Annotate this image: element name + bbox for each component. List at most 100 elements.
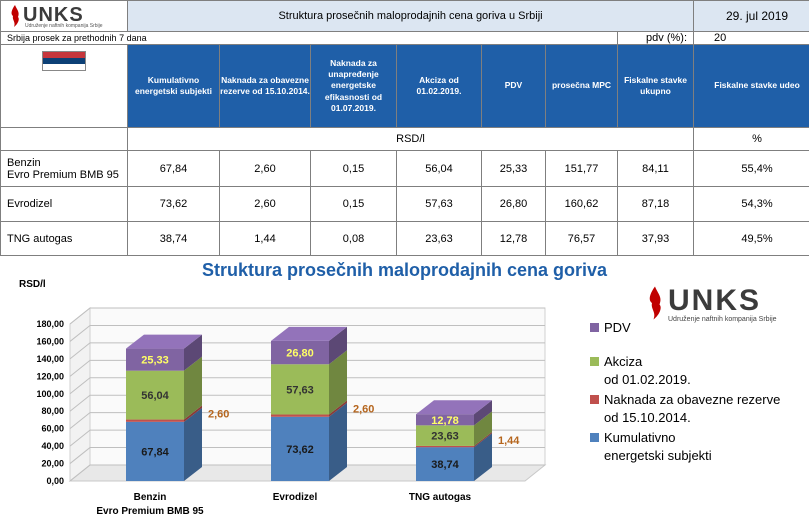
row-name: Benzin [7, 156, 41, 169]
cell: 23,63 [396, 221, 482, 256]
price-table: UNKS Udruženje naftnih kompanija Srbije … [0, 0, 809, 256]
cell: 54,3% [693, 186, 809, 222]
x-tick-label: Benzin [134, 492, 167, 503]
report-date: 29. jul 2019 [693, 0, 809, 32]
bar-segment [126, 421, 184, 481]
gridline [69, 394, 545, 412]
bar-side [329, 326, 347, 365]
y-tick-label: 140,00 [36, 354, 64, 364]
y-tick-label: 100,00 [36, 389, 64, 399]
pdv-label: pdv (%): [616, 31, 695, 45]
cell: 37,93 [616, 221, 695, 256]
cell: 160,62 [545, 186, 618, 222]
legend-item-akciza: Akciza od 01.02.2019. [590, 353, 780, 389]
bar-segment [416, 425, 474, 446]
cell: 84,11 [616, 150, 695, 187]
cell: 0,08 [310, 221, 397, 256]
legend-swatch [590, 433, 599, 442]
bar-side [474, 411, 492, 446]
legend-item-naknada: Naknada za obavezne rezerve od 15.10.201… [590, 391, 780, 427]
cell: 0,15 [310, 150, 397, 187]
col-header-naknada-efikasnost: Naknada za unapređenje energetske efikas… [310, 44, 397, 128]
cell: 38,74 [127, 221, 220, 256]
cell: 2,60 [219, 186, 311, 222]
bar-side [329, 350, 347, 415]
logo-cell: UNKS Udruženje naftnih kompanija Srbije [0, 0, 128, 32]
bar-side [474, 433, 492, 481]
cell: 57,63 [396, 186, 482, 222]
bar-side [184, 356, 202, 420]
bar-segment [271, 364, 329, 415]
bar-segment [126, 419, 184, 422]
bar-segment [126, 370, 184, 420]
cell: 49,5% [693, 221, 809, 256]
bar-segment [416, 447, 474, 481]
cell: 76,57 [545, 221, 618, 256]
y-tick-label: 80,00 [41, 406, 64, 416]
bar-segment [416, 445, 474, 448]
table-row: TNG autogas 38,74 1,44 0,08 23,63 12,78 … [0, 221, 809, 256]
gridline [69, 377, 545, 395]
table-row: Evrodizel 73,62 2,60 0,15 57,63 26,80 16… [0, 186, 809, 222]
gridline [69, 464, 545, 482]
unks-logo: UNKS Udruženje naftnih kompanija Srbije [2, 3, 127, 29]
cell: 2,60 [219, 150, 311, 187]
bar-side [474, 400, 492, 426]
legend-swatch [590, 323, 599, 332]
stacked-bar-chart: 0,00 20,00 40,00 60,00 80,00 100,00 120,00 140,… [36, 306, 547, 517]
bar-side [474, 431, 492, 448]
legend-item-pdv: PDV [590, 319, 780, 337]
y-axis-label: RSD/l [19, 279, 46, 290]
col-header-kumulativno: Kumulativno energetski subjekti [127, 44, 220, 128]
y-tick-label: 20,00 [41, 459, 64, 469]
unit-rsd: RSD/l [126, 127, 695, 151]
logo-word: UNKS [668, 284, 762, 317]
cell: 1,44 [219, 221, 311, 256]
legend-swatch [590, 395, 599, 404]
bar-side [329, 400, 347, 417]
y-tick-label: 40,00 [41, 441, 64, 451]
bar-segment [271, 414, 329, 417]
bar-top [126, 334, 202, 349]
table-row: Benzin Evro Premium BMB 95 67,84 2,60 0,1… [0, 150, 809, 187]
row-name: Evrodizel [0, 186, 128, 222]
cell: 0,15 [310, 186, 397, 222]
serbia-flag-icon [42, 51, 86, 71]
bar-top [416, 400, 492, 415]
col-header-fiskalne-ukupno: Fiskalne stavke ukupno [616, 44, 695, 128]
cell: 56,04 [396, 150, 482, 187]
gridline [69, 429, 545, 447]
col-header-naknada-rezerve: Naknada za obavezne rezerve od 15.10.201… [219, 44, 311, 128]
row-name: TNG autogas [0, 221, 128, 256]
cell: 12,78 [481, 221, 546, 256]
data-label: 12,78 [431, 415, 459, 427]
flame-logo-icon [11, 5, 19, 27]
y-tick-label: 60,00 [41, 424, 64, 434]
data-label: 1,44 [498, 435, 520, 447]
data-label: 23,63 [431, 431, 459, 443]
bar-side [329, 402, 347, 481]
unks-logo-large: UNKS Udruženje naftnih kompanija Srbije [646, 284, 796, 324]
cell: 151,77 [545, 150, 618, 187]
cell: 67,84 [127, 150, 220, 187]
data-label: 73,62 [286, 444, 314, 456]
y-tick-label: 0,00 [46, 476, 64, 486]
average-note: Srbija prosek za prethodnih 7 dana [0, 31, 618, 45]
flag-cell [0, 44, 128, 128]
bar-segment [271, 416, 329, 481]
flame-logo-icon [649, 286, 661, 320]
row-subname: Evro Premium BMB 95 [7, 168, 119, 181]
data-label: 2,60 [208, 409, 229, 421]
x-tick-sublabel: Evro Premium BMB 95 [96, 506, 204, 517]
unit-pct: % [693, 127, 809, 151]
col-header-fiskalne-udeo: Fiskalne stavke udeo [693, 44, 809, 128]
chart-area: Struktura prosečnih maloprodajnih cena g… [0, 259, 809, 525]
gridline [69, 447, 545, 464]
legend-swatch [590, 357, 599, 366]
col-header-akciza: Akciza od 01.02.2019. [396, 44, 482, 128]
bar-segment [126, 348, 184, 371]
gridline [69, 342, 545, 360]
data-label: 25,33 [141, 355, 169, 367]
cell: 73,62 [127, 186, 220, 222]
y-tick-label: 160,00 [36, 336, 64, 346]
